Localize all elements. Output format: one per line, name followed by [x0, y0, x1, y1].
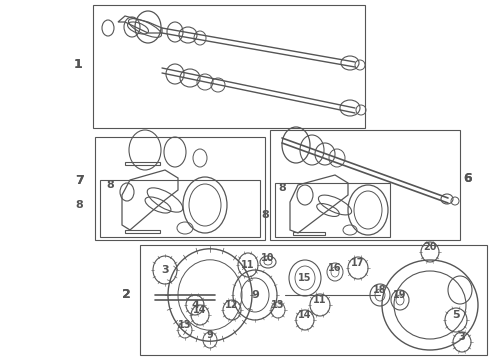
- Text: 20: 20: [423, 242, 437, 252]
- Text: 11: 11: [241, 260, 255, 270]
- Text: 14: 14: [193, 305, 207, 315]
- Text: 8: 8: [261, 210, 269, 220]
- Text: 14: 14: [298, 310, 312, 320]
- Bar: [93, 5, 365, 128]
- Text: 8: 8: [75, 200, 83, 210]
- Text: 3: 3: [161, 265, 169, 275]
- Text: 2: 2: [122, 288, 130, 302]
- Text: 7: 7: [74, 174, 83, 186]
- Text: 1: 1: [74, 58, 82, 72]
- Text: 4: 4: [191, 300, 199, 310]
- Bar: [100, 180, 260, 237]
- Text: 11: 11: [313, 295, 327, 305]
- Text: 3: 3: [459, 332, 466, 342]
- Text: 6: 6: [464, 171, 472, 184]
- Bar: [95, 137, 265, 240]
- Text: 6: 6: [464, 171, 472, 184]
- Text: 12: 12: [225, 300, 239, 310]
- Text: 18: 18: [373, 285, 387, 295]
- Text: 16: 16: [328, 263, 342, 273]
- Text: 5: 5: [452, 310, 460, 320]
- Bar: [140, 245, 487, 355]
- Text: 8: 8: [278, 183, 286, 193]
- Bar: [270, 130, 460, 240]
- Text: 9: 9: [207, 330, 213, 340]
- Text: 13: 13: [271, 300, 285, 310]
- Text: 2: 2: [122, 288, 130, 302]
- Text: 9: 9: [251, 290, 259, 300]
- Text: 13: 13: [178, 320, 192, 330]
- Text: 10: 10: [261, 253, 275, 263]
- Text: 1: 1: [74, 58, 82, 72]
- Bar: [275, 183, 390, 237]
- Text: 17: 17: [351, 258, 365, 268]
- Text: 19: 19: [393, 290, 407, 300]
- Text: 7: 7: [74, 174, 83, 186]
- Text: 15: 15: [298, 273, 312, 283]
- Text: 8: 8: [106, 180, 114, 190]
